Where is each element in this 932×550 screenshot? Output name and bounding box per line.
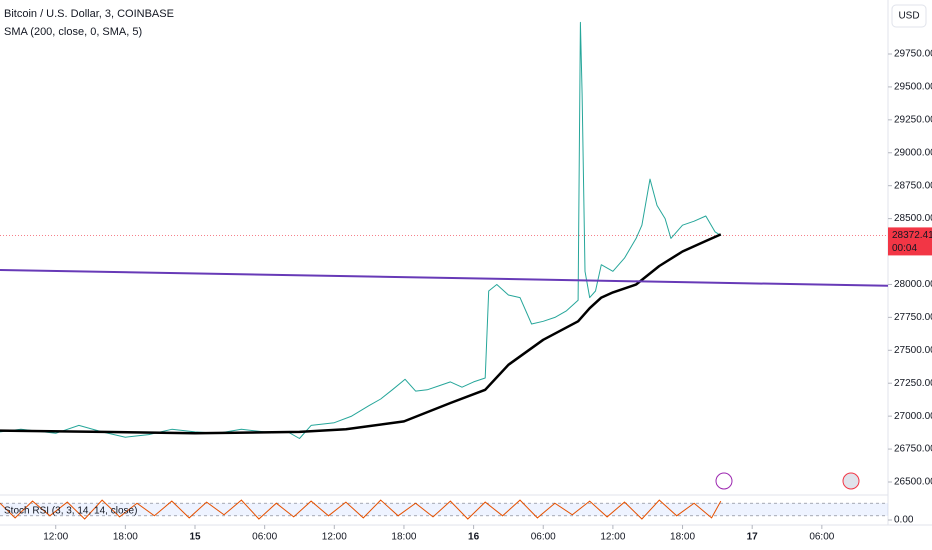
- x-tick-label: 16: [468, 532, 480, 543]
- stoch-tick-label: 0.00: [894, 515, 914, 526]
- x-tick-label: 06:00: [252, 532, 277, 543]
- y-tick-label: 27000.00: [894, 411, 932, 422]
- x-tick-label: 12:00: [43, 532, 68, 543]
- y-tick-label: 28750.00: [894, 180, 932, 191]
- x-tick-label: 18:00: [113, 532, 138, 543]
- y-tick-label: 28500.00: [894, 213, 932, 224]
- y-tick-label: 28000.00: [894, 279, 932, 290]
- x-tick-label: 18:00: [670, 532, 695, 543]
- y-tick-label: 29500.00: [894, 82, 932, 93]
- indicator-label: SMA (200, close, 0, SMA, 5): [4, 26, 142, 38]
- flag-icon[interactable]: [842, 472, 860, 490]
- x-tick-label: 06:00: [531, 532, 556, 543]
- chart-title: Bitcoin / U.S. Dollar, 3, COINBASE: [4, 8, 174, 20]
- y-tick-label: 29000.00: [894, 147, 932, 158]
- y-tick-label: 27750.00: [894, 312, 932, 323]
- y-tick-label: 26750.00: [894, 444, 932, 455]
- stoch-line: [0, 499, 722, 520]
- y-tick-label: 26500.00: [894, 477, 932, 488]
- currency: USD: [898, 11, 919, 22]
- x-tick-label: 06:00: [809, 532, 834, 543]
- currency-button[interactable]: [891, 4, 927, 28]
- event-icon[interactable]: [715, 472, 733, 490]
- series-line: [0, 233, 722, 435]
- y-tick-label: 27250.00: [894, 378, 932, 389]
- x-tick-label: 12:00: [600, 532, 625, 543]
- countdown: 00:04: [892, 243, 917, 254]
- last-price-label: 28372.41: [892, 230, 932, 241]
- last-price-tag: [888, 227, 932, 256]
- stoch-label: Stoch RSI (3, 3, 14, 14, close): [4, 506, 137, 517]
- y-tick-label: 27500.00: [894, 345, 932, 356]
- x-tick-label: 15: [189, 532, 201, 543]
- x-tick-label: 17: [747, 532, 759, 543]
- x-tick-label: 18:00: [391, 532, 416, 543]
- series-line: [0, 269, 889, 287]
- y-tick-label: 29750.00: [894, 49, 932, 60]
- y-tick-label: 29250.00: [894, 114, 932, 125]
- x-tick-label: 12:00: [322, 532, 347, 543]
